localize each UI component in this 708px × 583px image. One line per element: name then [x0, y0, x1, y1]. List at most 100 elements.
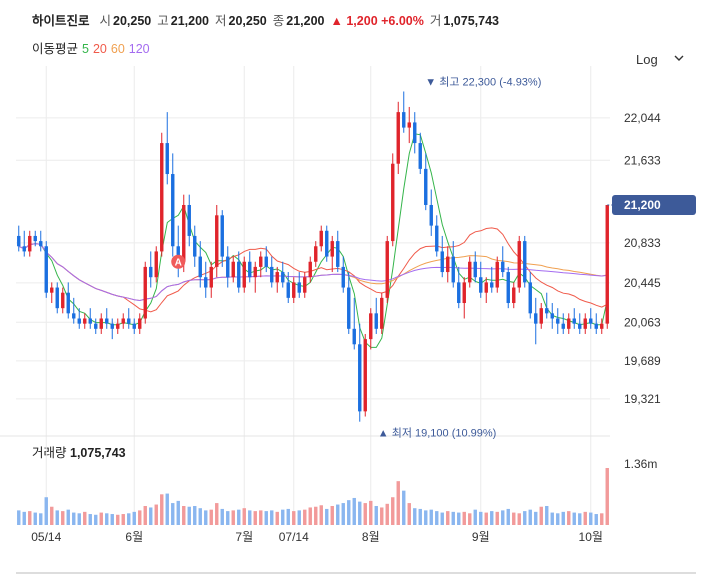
volume-bar [583, 511, 587, 525]
candle-body [286, 282, 290, 298]
candle-body [484, 282, 488, 293]
candle-body [468, 261, 472, 283]
volume-bar [253, 511, 257, 525]
candle-body [594, 323, 598, 329]
candle-body [110, 323, 114, 329]
price-change: ▲ 1,200 +6.00% [330, 14, 424, 28]
candle-body [418, 143, 422, 169]
moving-average-legend[interactable]: 이동평균 5 20 60 120 [32, 38, 154, 57]
candle-body [462, 282, 466, 304]
candle-body [479, 277, 483, 293]
candle-body [523, 241, 527, 283]
candle-body [572, 318, 576, 324]
x-tick-label: 9월 [472, 530, 490, 544]
event-marker-label: A [175, 258, 182, 269]
candle-body [363, 339, 367, 412]
volume-bar [264, 511, 268, 525]
volume-bar [435, 511, 439, 525]
volume-bar [391, 497, 395, 525]
open-price: 20,250 [113, 14, 152, 28]
candle-body [209, 266, 213, 288]
candle-body [17, 235, 21, 247]
volume-bar [182, 506, 186, 525]
candle-body [132, 323, 136, 329]
candle-body [193, 235, 197, 257]
volume-bar [600, 513, 604, 525]
volume-bar [479, 511, 483, 525]
volume-bar [495, 511, 499, 525]
candle-body [242, 261, 246, 288]
chevron-down-icon[interactable] [674, 54, 684, 65]
volume-bar [484, 512, 488, 525]
candle-body [270, 266, 274, 283]
candle-body [28, 235, 32, 252]
candle-body [66, 292, 70, 314]
volume-bar [297, 510, 301, 525]
volume-panel-title: 거래량 1,075,743 [32, 442, 126, 461]
x-tick-label: 07/14 [279, 530, 309, 544]
volume-bar [231, 510, 235, 525]
volume-bar [121, 514, 125, 525]
candle-body [22, 246, 26, 252]
candle-body [545, 308, 549, 314]
candle-body [237, 261, 241, 288]
candle-body [83, 318, 87, 324]
candle-body [600, 323, 604, 329]
volume-bar [187, 506, 191, 525]
candle-body [105, 318, 109, 324]
candle-body [325, 230, 329, 257]
volume-bar [17, 510, 21, 525]
volume-bar [451, 511, 455, 525]
stock-name: 하이트진로 [32, 14, 90, 28]
volume-bar [330, 506, 334, 525]
candle-body [33, 235, 37, 242]
candle-body [198, 256, 202, 278]
candle-body [413, 122, 417, 144]
volume-bar [160, 494, 164, 525]
volume-bar [292, 511, 296, 525]
candle-body [154, 251, 158, 278]
volume-bar [127, 513, 131, 525]
candle-body [424, 168, 428, 205]
volume-bar [545, 506, 549, 525]
ma-120[interactable]: 120 [128, 42, 150, 56]
candle-body [204, 277, 208, 288]
candle-body [275, 272, 279, 283]
ma-5[interactable]: 5 [82, 42, 89, 56]
candle-body [550, 313, 554, 319]
ma-60[interactable]: 60 [110, 42, 125, 56]
volume-bar [44, 497, 48, 525]
volume-bar [55, 510, 59, 525]
y-tick-label: 20,445 [624, 276, 661, 290]
candle-body [121, 318, 125, 324]
volume-bar [281, 509, 285, 525]
candle-body [55, 287, 59, 309]
volume-bar [215, 503, 219, 525]
candle-body [534, 313, 538, 324]
candle-body [61, 292, 65, 309]
volume-panel-value: 1,075,743 [70, 446, 126, 460]
volume-bar [204, 510, 208, 525]
volume-bar [237, 509, 241, 525]
volume-bar [242, 508, 246, 525]
volume-bar [72, 512, 76, 525]
volume-bar [336, 504, 340, 525]
low-label: 저 [215, 14, 227, 28]
candle-body [99, 318, 103, 329]
ma-20[interactable]: 20 [92, 42, 107, 56]
volume-bar [363, 503, 367, 525]
high-label: 고 [157, 14, 169, 28]
candle-body [578, 323, 582, 329]
volume-bar [39, 513, 43, 525]
volume-bar [308, 507, 312, 525]
candle-body [605, 204, 609, 324]
log-scale-toggle[interactable]: Log [636, 52, 658, 67]
volume-bar [396, 481, 400, 525]
candle-body [435, 225, 439, 252]
volume-bar [22, 511, 26, 525]
candle-body [358, 344, 362, 412]
volume-bar [61, 511, 65, 525]
y-tick-label: 22,044 [624, 111, 661, 125]
volume-bar [303, 509, 307, 525]
